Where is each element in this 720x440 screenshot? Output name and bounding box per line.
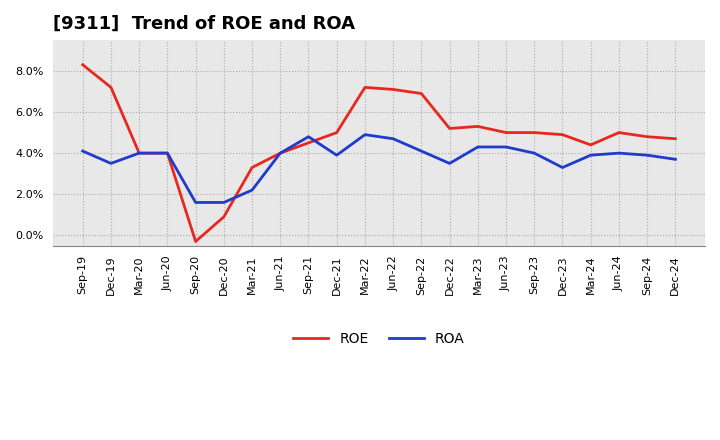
ROA (135, 150, 143, 156)
ROE (502, 130, 510, 135)
ROE (304, 140, 312, 146)
ROA (276, 150, 284, 156)
Line: ROE: ROE (83, 65, 675, 242)
ROA (163, 150, 171, 156)
ROA (220, 200, 228, 205)
ROA (474, 144, 482, 150)
ROE (276, 150, 284, 156)
ROA (333, 153, 341, 158)
ROE (135, 150, 143, 156)
Legend: ROE, ROA: ROE, ROA (288, 326, 470, 352)
ROA (445, 161, 454, 166)
ROA (78, 148, 87, 154)
ROE (643, 134, 652, 139)
ROA (615, 150, 624, 156)
ROA (558, 165, 567, 170)
ROA (502, 144, 510, 150)
ROE (220, 214, 228, 220)
ROE (163, 150, 171, 156)
ROE (248, 165, 256, 170)
ROE (474, 124, 482, 129)
ROE (361, 85, 369, 90)
ROA (304, 134, 312, 139)
ROA (417, 148, 426, 154)
ROE (586, 142, 595, 147)
ROE (107, 85, 115, 90)
ROA (586, 153, 595, 158)
ROA (389, 136, 397, 141)
ROE (558, 132, 567, 137)
ROE (530, 130, 539, 135)
ROE (417, 91, 426, 96)
ROA (671, 157, 680, 162)
ROE (389, 87, 397, 92)
ROE (445, 126, 454, 131)
ROE (615, 130, 624, 135)
ROA (530, 150, 539, 156)
ROA (107, 161, 115, 166)
ROE (192, 239, 200, 244)
ROE (671, 136, 680, 141)
ROA (248, 187, 256, 193)
ROE (333, 130, 341, 135)
Line: ROA: ROA (83, 135, 675, 202)
ROE (78, 62, 87, 67)
ROA (192, 200, 200, 205)
ROA (643, 153, 652, 158)
Text: [9311]  Trend of ROE and ROA: [9311] Trend of ROE and ROA (53, 15, 355, 33)
ROA (361, 132, 369, 137)
